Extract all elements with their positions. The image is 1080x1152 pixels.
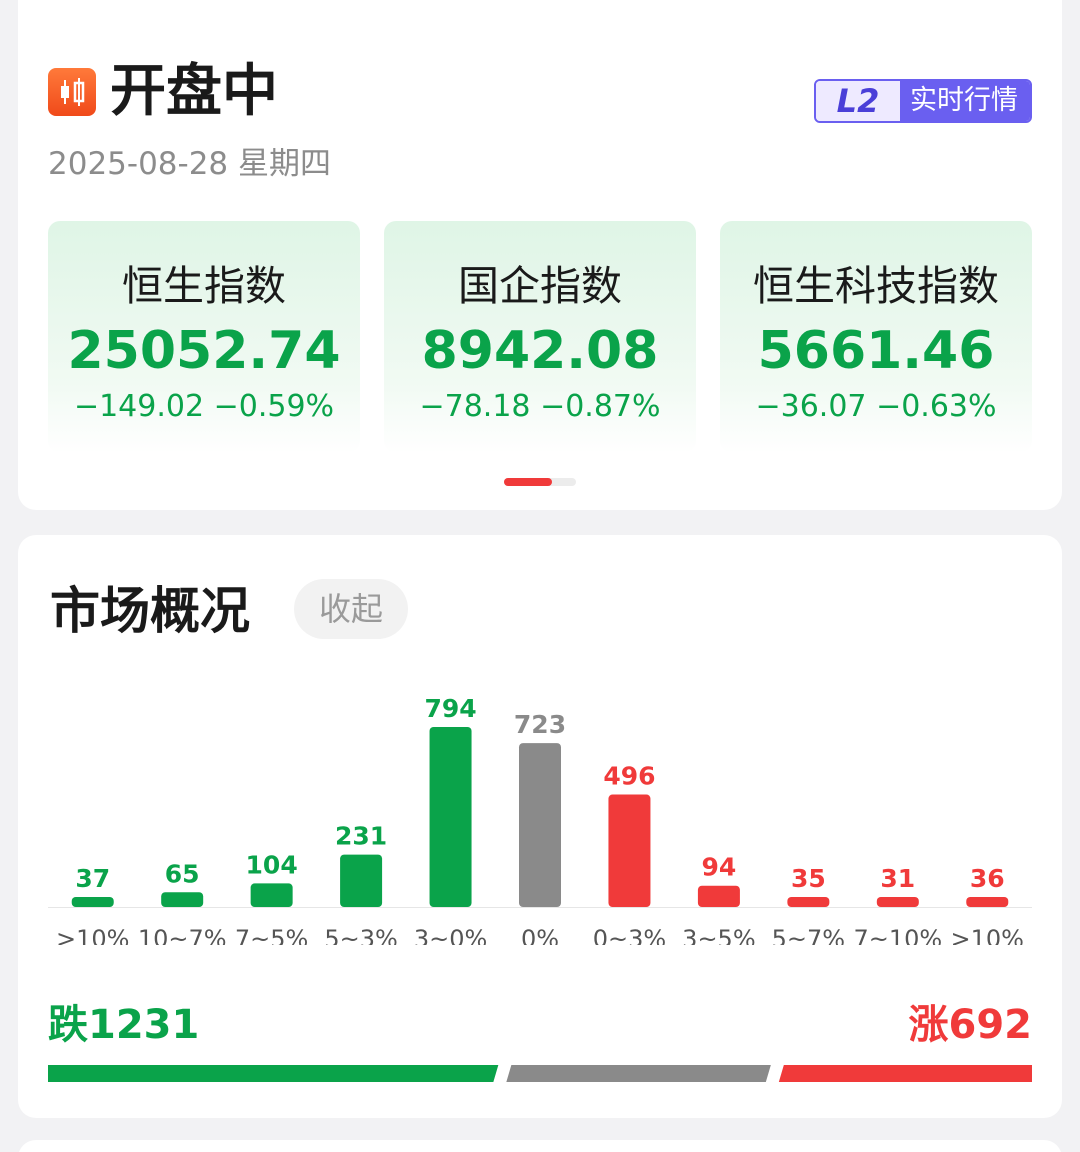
index-change-points: −36.07 xyxy=(755,389,867,424)
ratio-segment-down xyxy=(48,1065,499,1082)
section-title: 市场概况 xyxy=(50,582,250,640)
collapse-button[interactable]: 收起 xyxy=(294,579,408,639)
market-overview-card: 市场概况 收起 37 >10% 65 10~7% 104 7~5% 231 5~3% 794 3~… xyxy=(18,535,1062,1118)
down-summary: 跌1231 xyxy=(48,1001,199,1049)
chart-bar xyxy=(250,883,293,907)
ratio-segment-flat xyxy=(506,1065,771,1082)
next-card xyxy=(18,1140,1062,1152)
index-change-pct: −0.63% xyxy=(876,389,997,424)
category-label: >10% xyxy=(951,925,1024,945)
index-name: 国企指数 xyxy=(458,262,622,310)
chart-bar xyxy=(429,727,472,907)
trade-date: 2025-08-28 星期四 xyxy=(48,146,332,182)
distribution-chart: 37 >10% 65 10~7% 104 7~5% 231 5~3% 794 3~0% 723 0% 4… xyxy=(56,694,1024,945)
index-change-points: −149.02 xyxy=(73,389,205,424)
l2-realtime-badge[interactable]: L2 实时行情 xyxy=(814,79,1032,123)
category-label: 3~0% xyxy=(414,925,487,945)
index-change-pct: −0.59% xyxy=(213,389,335,424)
category-label: 0% xyxy=(521,925,559,945)
l2-label: L2 xyxy=(816,81,900,121)
candlestick-icon xyxy=(48,68,96,116)
index-change: −149.02 −0.59% xyxy=(48,389,360,425)
index-value: 8942.08 xyxy=(421,321,659,381)
page-indicator xyxy=(504,478,576,486)
index-name: 恒生指数 xyxy=(122,262,286,310)
chart-bar xyxy=(519,743,561,907)
chart-bar xyxy=(876,897,919,907)
index-change-points: −78.18 xyxy=(419,389,531,424)
bar-value-label: 496 xyxy=(603,762,655,791)
ratio-segment-up xyxy=(778,1065,1032,1082)
bar-value-label: 65 xyxy=(165,859,200,888)
down-label: 跌 xyxy=(48,1002,88,1048)
advance-decline-bar xyxy=(48,1065,1032,1082)
bar-value-label: 36 xyxy=(970,864,1005,893)
index-value: 25052.74 xyxy=(67,321,341,381)
market-status: 开盘中 xyxy=(110,59,278,124)
chart-bar xyxy=(71,897,114,907)
category-label: 7~10% xyxy=(853,925,942,945)
chart-bar xyxy=(966,897,1009,907)
realtime-label: 实时行情 xyxy=(900,81,1030,121)
down-count: 1231 xyxy=(88,1002,200,1048)
page-indicator-active xyxy=(504,478,552,486)
category-label: >10% xyxy=(56,925,129,945)
bar-value-label: 794 xyxy=(424,694,476,723)
category-label: 5~7% xyxy=(772,925,845,945)
category-label: 10~7% xyxy=(138,925,227,945)
chart-baseline xyxy=(48,907,1032,908)
up-summary: 涨692 xyxy=(909,1001,1033,1049)
bar-value-label: 35 xyxy=(791,864,826,893)
category-label: 0~3% xyxy=(593,925,666,945)
chart-bar xyxy=(697,885,740,907)
index-box-hstech[interactable]: 恒生科技指数 5661.46 −36.07 −0.63% xyxy=(720,221,1032,453)
category-label: 3~5% xyxy=(682,925,755,945)
category-label: 5~3% xyxy=(324,925,397,945)
chart-bar xyxy=(608,794,651,907)
bar-value-label: 231 xyxy=(335,822,387,851)
index-box-hsi[interactable]: 恒生指数 25052.74 −149.02 −0.59% xyxy=(48,221,360,453)
bar-value-label: 104 xyxy=(246,850,298,879)
index-card: 开盘中 2025-08-28 星期四 L2 实时行情 恒生指数 25052.74… xyxy=(18,0,1062,510)
index-value: 5661.46 xyxy=(757,321,995,381)
index-change-pct: −0.87% xyxy=(540,389,661,424)
bar-value-label: 31 xyxy=(880,864,915,893)
up-label: 涨 xyxy=(908,1002,949,1048)
index-name: 恒生科技指数 xyxy=(753,262,999,310)
bar-value-label: 94 xyxy=(702,853,737,882)
chart-bar xyxy=(340,854,383,907)
category-label: 7~5% xyxy=(235,925,308,945)
up-count: 692 xyxy=(948,1002,1033,1048)
chart-bar xyxy=(161,892,204,907)
index-change: −36.07 −0.63% xyxy=(720,389,1032,425)
index-box-hscei[interactable]: 国企指数 8942.08 −78.18 −0.87% xyxy=(384,221,696,453)
index-change: −78.18 −0.87% xyxy=(384,389,696,425)
bar-value-label: 37 xyxy=(75,864,110,893)
bar-value-label: 723 xyxy=(514,710,566,739)
chart-bar xyxy=(787,897,830,907)
